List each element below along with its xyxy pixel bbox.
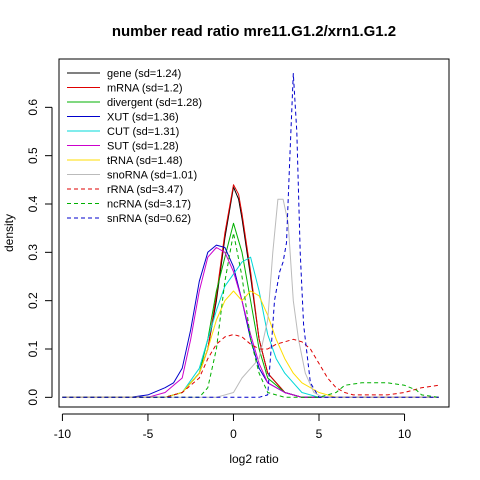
legend-label: snRNA (sd=0.62) bbox=[107, 213, 191, 225]
y-axis: 0.0 0.1 0.2 0.3 0.4 0.5 0.6 bbox=[26, 99, 53, 406]
series-line-4 bbox=[62, 256, 439, 398]
legend-label: mRNA (sd=1.2) bbox=[107, 83, 183, 95]
y-axis-label: density bbox=[2, 214, 16, 252]
legend-label: ncRNA (sd=3.17) bbox=[107, 199, 191, 211]
y-tick-label: 0.0 bbox=[26, 389, 40, 406]
legend-label: XUT (sd=1.36) bbox=[107, 112, 179, 124]
y-tick-label: 0.4 bbox=[26, 195, 40, 212]
series-line-2 bbox=[62, 222, 439, 398]
legend-label: tRNA (sd=1.48) bbox=[107, 155, 183, 167]
y-tick-label: 0.1 bbox=[26, 340, 40, 357]
legend-label: rRNA (sd=3.47) bbox=[107, 184, 183, 196]
x-tick-label: 0 bbox=[230, 427, 237, 441]
series-line-8 bbox=[62, 334, 439, 398]
legend-label: gene (sd=1.24) bbox=[107, 68, 181, 80]
series-line-10 bbox=[62, 73, 439, 398]
y-tick-label: 0.5 bbox=[26, 147, 40, 164]
series-line-7 bbox=[62, 198, 439, 398]
series-line-6 bbox=[62, 290, 439, 398]
x-tick-label: 10 bbox=[398, 427, 412, 441]
x-tick-label: -5 bbox=[143, 427, 154, 441]
y-tick-label: 0.2 bbox=[26, 292, 40, 309]
legend-label: snoRNA (sd=1.01) bbox=[107, 170, 197, 182]
series-line-9 bbox=[62, 232, 439, 398]
x-tick-label: -10 bbox=[54, 427, 72, 441]
y-tick-label: 0.6 bbox=[26, 99, 40, 116]
legend-label: divergent (sd=1.28) bbox=[107, 97, 202, 109]
x-axis-label: log2 ratio bbox=[229, 452, 279, 466]
legend-label: SUT (sd=1.28) bbox=[107, 141, 179, 153]
legend: gene (sd=1.24) mRNA (sd=1.2) divergent (sd… bbox=[67, 68, 202, 225]
x-tick-label: 5 bbox=[316, 427, 323, 441]
x-axis: -10 -5 0 5 10 bbox=[54, 413, 412, 441]
series-line-3 bbox=[62, 244, 439, 398]
series-layer bbox=[62, 73, 439, 398]
plot-frame bbox=[58, 58, 450, 408]
legend-label: CUT (sd=1.31) bbox=[107, 126, 179, 138]
chart-title: number read ratio mre11.G1.2/xrn1.G1.2 bbox=[112, 23, 396, 40]
series-line-5 bbox=[62, 247, 439, 398]
y-tick-label: 0.3 bbox=[26, 244, 40, 261]
